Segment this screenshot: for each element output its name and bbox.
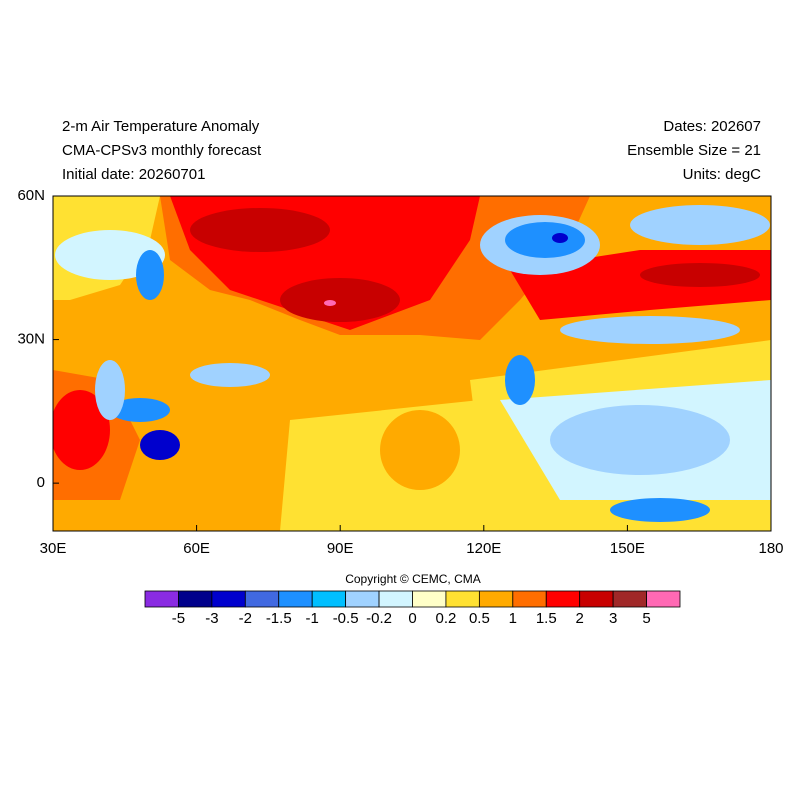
colorbar-box <box>545 590 581 608</box>
colorbar-box <box>512 590 547 608</box>
info-line: Dates: 202607 <box>663 118 761 135</box>
colorbar-box <box>311 590 347 608</box>
title-line: 2-m Air Temperature Anomaly <box>62 118 260 135</box>
copyright: Copyright © CEMC, CMA <box>345 572 481 586</box>
colorbar-box <box>345 590 380 608</box>
colorbar-box <box>144 590 179 608</box>
colorbar-label: 0 <box>408 610 416 627</box>
colorbar-label: 3 <box>609 610 617 627</box>
info-line: Units: degC <box>683 166 762 183</box>
colorbar-box <box>646 590 681 608</box>
anomaly-map <box>53 196 771 531</box>
colorbar-label: -0.5 <box>333 610 359 627</box>
colorbar-label: 1 <box>509 610 517 627</box>
colorbar-label: -5 <box>172 610 185 627</box>
colorbar-box <box>412 590 447 608</box>
colorbar-box <box>211 590 246 608</box>
colorbar-label: 0.5 <box>469 610 490 627</box>
lon-label: 90E <box>327 540 354 557</box>
info-line: Ensemble Size = 21 <box>627 142 761 159</box>
lat-label: 30N <box>17 331 45 348</box>
colorbar-label: 5 <box>642 610 650 627</box>
lat-label: 60N <box>17 187 45 204</box>
colorbar-label: 0.2 <box>436 610 457 627</box>
map-frame <box>52 195 772 532</box>
colorbar-box <box>378 590 413 608</box>
colorbar-label: 1.5 <box>536 610 557 627</box>
lon-label: 30E <box>40 540 67 557</box>
colorbar-box <box>178 590 213 608</box>
lon-label: 150E <box>610 540 645 557</box>
lat-label: 0 <box>37 474 45 491</box>
colorbar-box <box>445 590 480 608</box>
lon-label: 60E <box>183 540 210 557</box>
colorbar-box <box>478 590 514 608</box>
colorbar-label: -0.2 <box>366 610 392 627</box>
colorbar-box <box>612 590 647 608</box>
colorbar-label: -2 <box>239 610 252 627</box>
colorbar-box <box>579 590 614 608</box>
title-line: CMA-CPSv3 monthly forecast <box>62 142 262 159</box>
colorbar-label: -3 <box>205 610 218 627</box>
lon-label: 180 <box>758 540 783 557</box>
colorbar-box <box>278 590 313 608</box>
colorbar-label: 2 <box>576 610 584 627</box>
colorbar-box <box>244 590 280 608</box>
title-line: Initial date: 20260701 <box>62 166 205 183</box>
colorbar-label: -1.5 <box>266 610 292 627</box>
colorbar-label: -1 <box>306 610 319 627</box>
lon-label: 120E <box>466 540 501 557</box>
